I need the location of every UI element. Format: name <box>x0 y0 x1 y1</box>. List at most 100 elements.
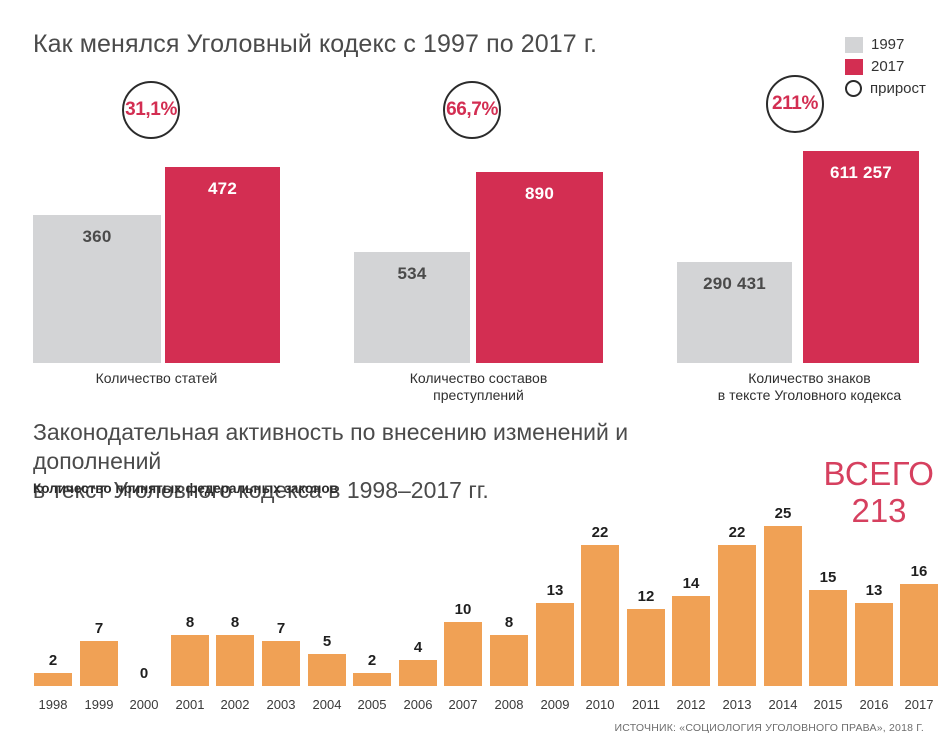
year-bar-2017: 16 <box>900 564 938 686</box>
year-bar-1998: 2 <box>34 653 72 686</box>
legend-item-growth: прирост <box>845 78 926 99</box>
bar-value: 290 431 <box>703 274 766 293</box>
year-axis-label: 2014 <box>768 697 798 712</box>
page-title: Как менялся Уголовный кодекс с 1997 по 2… <box>33 30 598 58</box>
year-bar-value: 13 <box>865 582 883 599</box>
year-bar-rect <box>900 584 938 686</box>
year-bar-2010: 22 <box>581 525 619 686</box>
growth-value: 31,1% <box>125 99 177 120</box>
bar-value: 534 <box>397 264 427 283</box>
year-bar-2015: 15 <box>809 570 847 686</box>
bar-value: 890 <box>525 184 554 203</box>
activity-title-line2: в текст Уголовного кодекса в 1998–2017 г… <box>33 477 489 503</box>
year-axis-label: 2003 <box>266 697 296 712</box>
year-bar-2000: 0 <box>125 666 163 686</box>
year-bar-2009: 13 <box>536 583 574 686</box>
bar-value: 472 <box>208 179 237 198</box>
total-value: 213 <box>851 492 907 529</box>
year-bar-rect <box>444 622 482 686</box>
year-bar-rect <box>34 673 72 686</box>
year-bar-rect <box>308 654 346 686</box>
year-bar-value: 13 <box>546 582 564 599</box>
year-bar-value: 22 <box>728 524 746 541</box>
year-axis-label: 2013 <box>722 697 752 712</box>
year-bar-rect <box>718 545 756 686</box>
year-bar-rect <box>353 673 391 686</box>
year-axis-label: 2017 <box>904 697 934 712</box>
year-bar-value: 8 <box>504 614 514 631</box>
year-bar-rect <box>171 635 209 686</box>
growth-bubble-articles: 31,1% <box>122 81 180 139</box>
bar-1997-characters: 290 431 <box>677 262 792 363</box>
year-bar-value: 2 <box>48 652 58 669</box>
year-bar-rect <box>80 641 118 686</box>
year-axis-label: 2012 <box>676 697 706 712</box>
year-bar-2011: 12 <box>627 589 665 686</box>
total-callout: ВСЕГО 213 <box>806 455 952 529</box>
year-bar-rect <box>581 545 619 686</box>
year-axis-label: 2002 <box>220 697 250 712</box>
year-bar-value: 25 <box>774 505 792 522</box>
year-axis-label: 2005 <box>357 697 387 712</box>
legend-label: 1997 <box>871 36 905 53</box>
source-note: ИСТОЧНИК: «СОЦИОЛОГИЯ УГОЛОВНОГО ПРАВА»,… <box>614 722 924 734</box>
group-label-line1: Количество составов <box>409 370 548 386</box>
group-label-line1: Количество статей <box>95 370 218 386</box>
bar-value: 360 <box>82 227 112 246</box>
year-axis-label: 2016 <box>859 697 889 712</box>
year-bar-value: 14 <box>682 575 700 592</box>
year-bar-value: 10 <box>454 601 472 618</box>
square-swatch-icon <box>845 36 863 53</box>
year-bar-value: 8 <box>185 614 195 631</box>
year-bar-rect <box>399 660 437 686</box>
activity-title-line1: Законодательная активность по внесению и… <box>33 419 629 474</box>
growth-bubble-offences: 66,7% <box>443 81 501 139</box>
year-bar-value: 7 <box>94 620 104 637</box>
year-bar-2002: 8 <box>216 615 254 686</box>
bar-2017-offences: 890 <box>476 172 603 363</box>
year-bar-value: 22 <box>591 524 609 541</box>
year-bar-rect <box>809 590 847 686</box>
legend-item-1997: 1997 <box>845 34 926 55</box>
year-bar-rect <box>672 596 710 686</box>
year-bar-rect <box>855 603 893 686</box>
total-label: ВСЕГО <box>823 455 935 492</box>
year-bar-2013: 22 <box>718 525 756 686</box>
bar-2017-characters: 611 257 <box>803 151 919 363</box>
circle-outline-icon <box>845 80 862 97</box>
year-bar-2006: 4 <box>399 640 437 686</box>
year-bar-rect <box>490 635 528 686</box>
year-axis-label: 2007 <box>448 697 478 712</box>
growth-value: 66,7% <box>446 99 498 120</box>
growth-value: 211% <box>772 93 818 114</box>
group-label-offences: Количество составов преступлений <box>354 370 603 404</box>
year-bar-value: 2 <box>367 652 377 669</box>
year-bar-2004: 5 <box>308 634 346 686</box>
year-bar-value: 7 <box>276 620 286 637</box>
bar-1997-articles: 360 <box>33 215 161 363</box>
year-axis-label: 1999 <box>84 697 114 712</box>
group-label-line2: в тексте Уголовного кодекса <box>717 387 902 403</box>
year-bar-value: 5 <box>322 633 332 650</box>
group-label-line1: Количество знаков <box>748 370 871 386</box>
year-bar-value: 12 <box>637 588 655 605</box>
year-axis-label: 2008 <box>494 697 524 712</box>
yearly-bar-chart: 2 1998 7 1999 0 2000 8 2001 8 2002 7 2003 5 2004 2 2005… <box>0 500 952 744</box>
year-bar-value: 0 <box>139 665 149 682</box>
year-bar-rect <box>536 603 574 686</box>
bar-2017-articles: 472 <box>165 167 280 363</box>
year-bar-2016: 13 <box>855 583 893 686</box>
year-bar-value: 4 <box>413 639 423 656</box>
year-bar-value: 8 <box>230 614 240 631</box>
activity-title: Законодательная активность по внесению и… <box>33 418 673 505</box>
year-axis-label: 2010 <box>585 697 615 712</box>
year-bar-2012: 14 <box>672 576 710 686</box>
year-bar-2003: 7 <box>262 621 300 686</box>
year-axis-label: 2011 <box>632 697 660 712</box>
year-axis-label: 2001 <box>175 697 205 712</box>
legend-label: 2017 <box>871 58 905 75</box>
legend: 1997 2017 прирост <box>845 34 926 100</box>
year-bar-2008: 8 <box>490 615 528 686</box>
year-axis-label: 1998 <box>38 697 68 712</box>
